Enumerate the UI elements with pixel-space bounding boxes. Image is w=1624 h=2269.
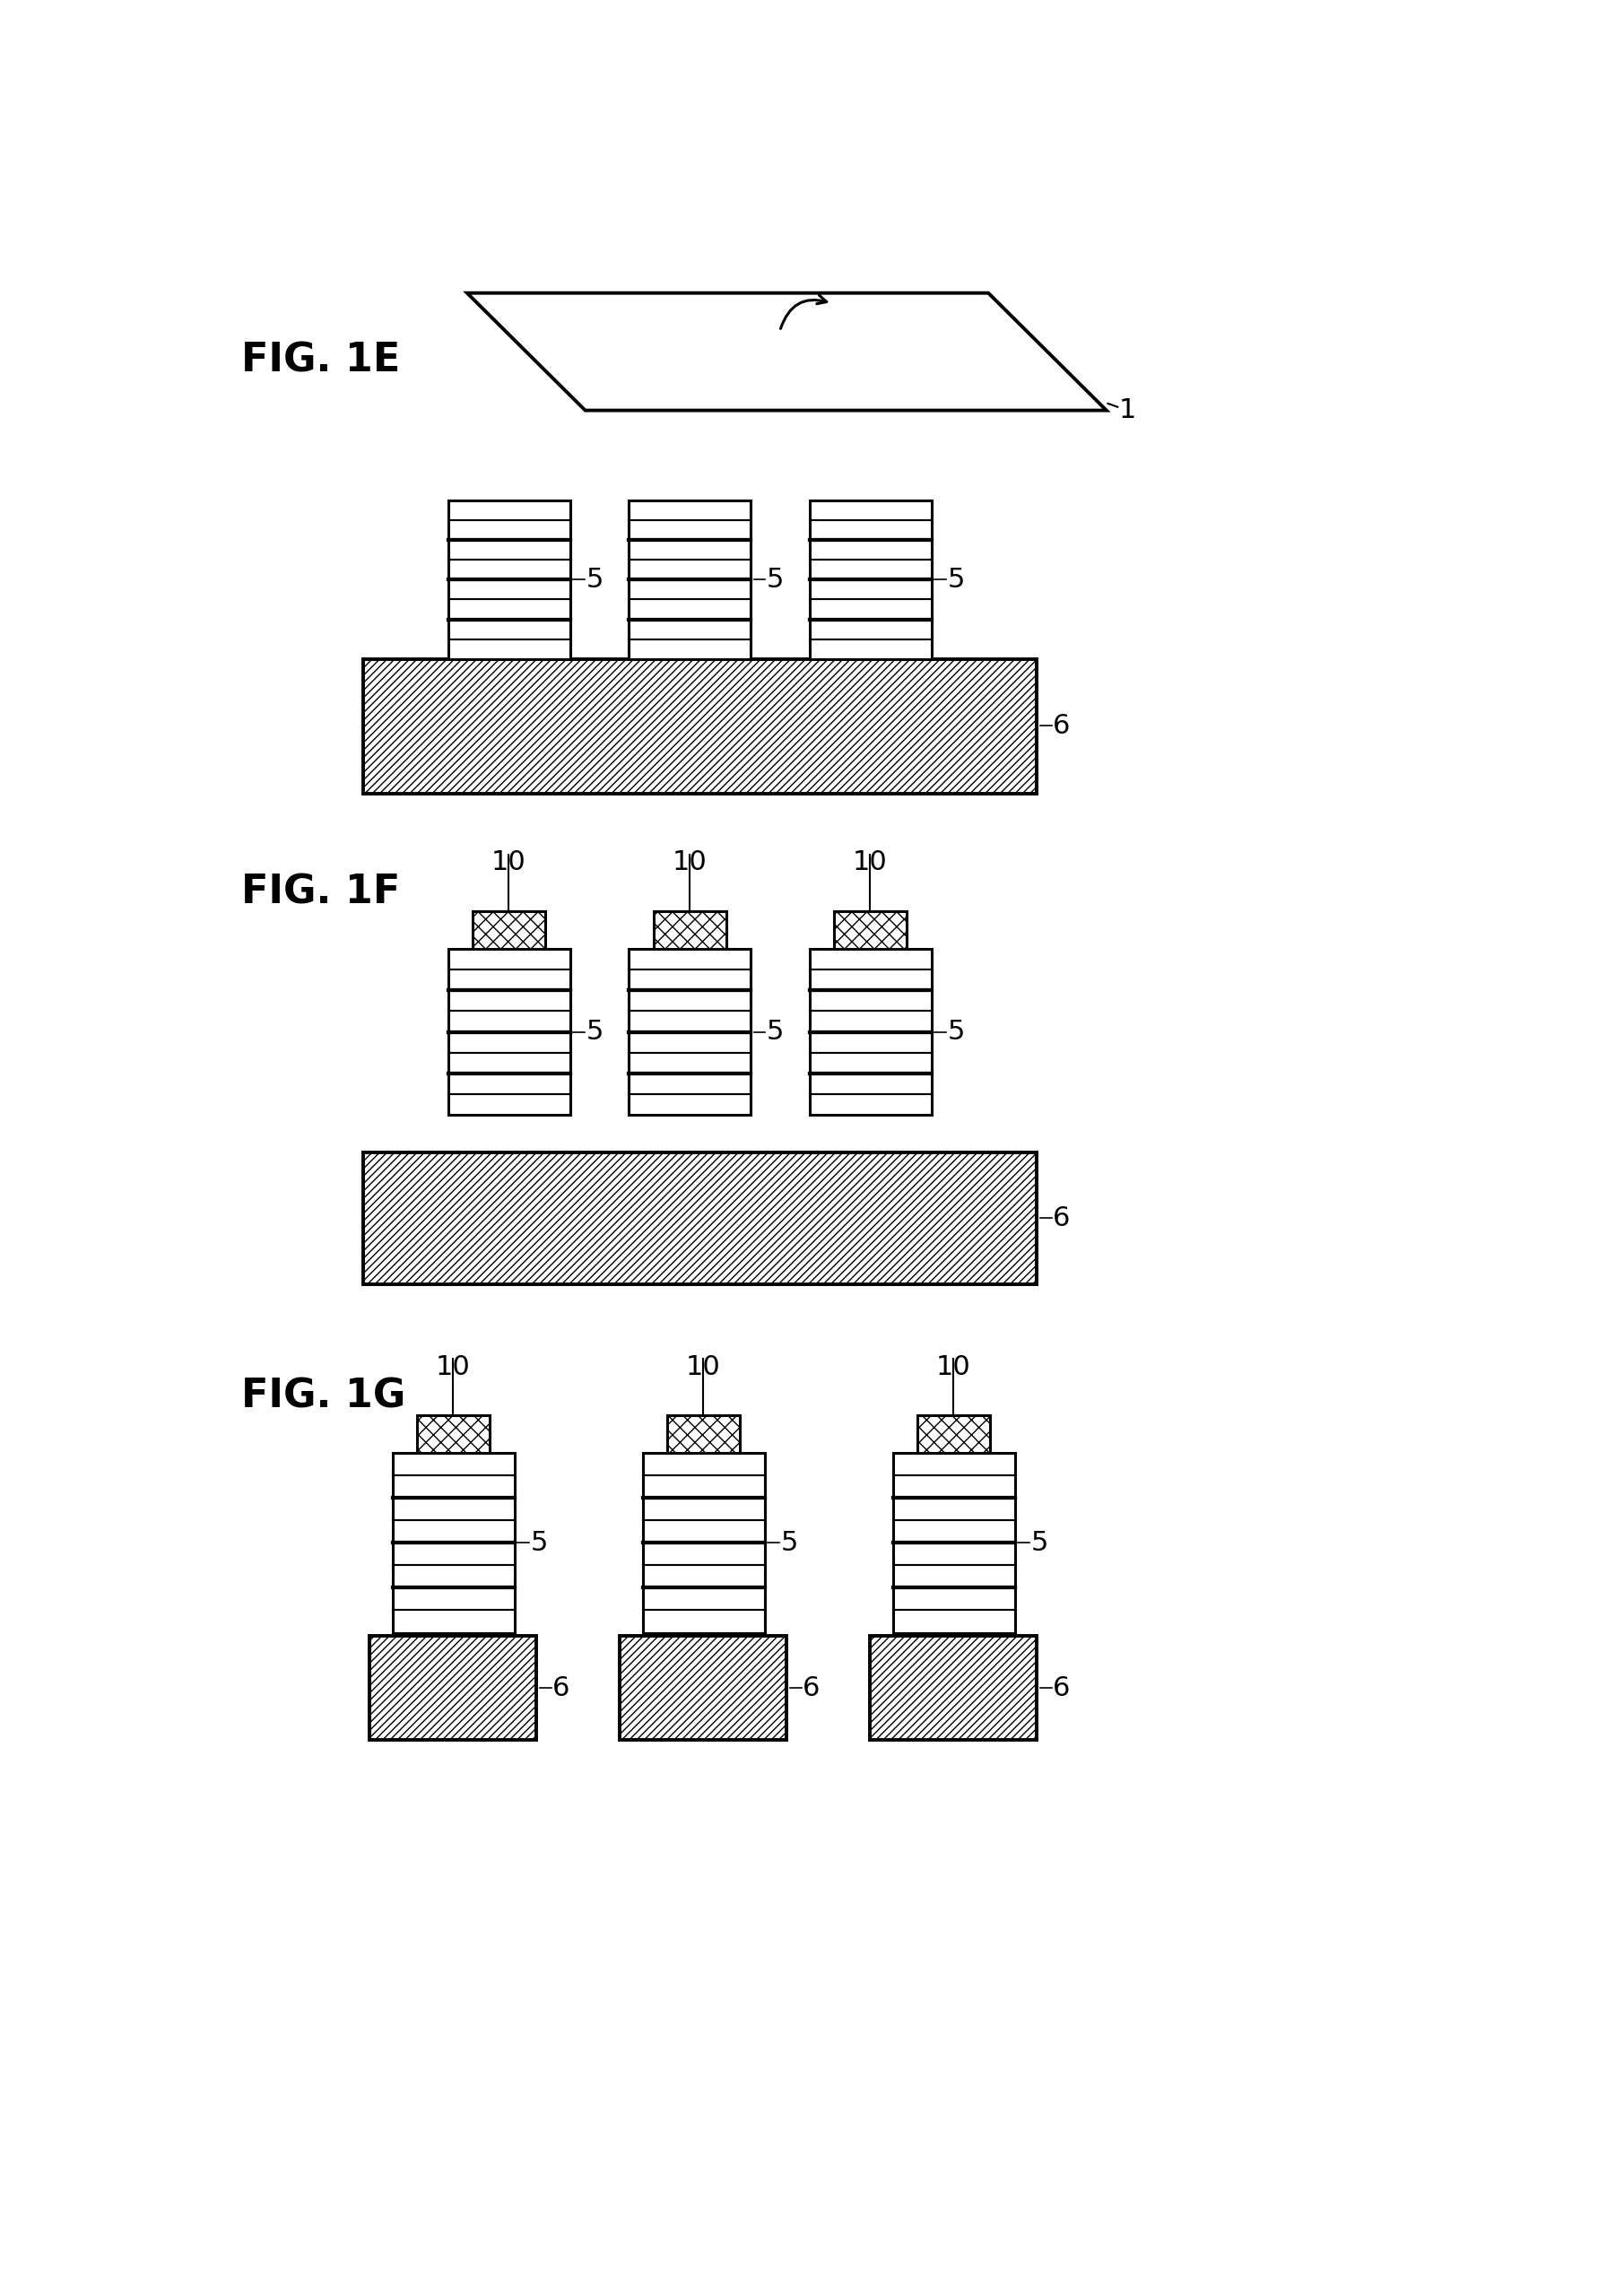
Text: 10: 10 (492, 849, 526, 876)
Text: 6: 6 (1052, 1205, 1070, 1232)
Bar (628, 948, 750, 1114)
Text: 10: 10 (853, 849, 888, 876)
Bar (918, 1416, 991, 1452)
Text: 5: 5 (586, 567, 603, 592)
Bar (643, 1452, 765, 1634)
Text: 1: 1 (1119, 397, 1137, 424)
Text: 6: 6 (1052, 712, 1070, 740)
Text: 6: 6 (1052, 1675, 1070, 1702)
Text: FIG. 1G: FIG. 1G (242, 1377, 406, 1416)
Bar (835, 912, 908, 948)
Bar (473, 912, 546, 948)
Text: 10: 10 (685, 1355, 721, 1380)
Text: 10: 10 (672, 849, 706, 876)
Bar (667, 1416, 741, 1452)
Bar (448, 948, 570, 1114)
Text: 6: 6 (552, 1675, 570, 1702)
Text: 5: 5 (781, 1529, 797, 1557)
Text: 5: 5 (1031, 1529, 1047, 1557)
Bar (893, 1452, 1015, 1634)
Bar (810, 948, 931, 1114)
Text: 5: 5 (947, 567, 965, 592)
Polygon shape (468, 293, 1106, 411)
Bar (362, 658, 1038, 794)
Text: 10: 10 (435, 1355, 471, 1380)
Bar (810, 499, 931, 658)
Text: 6: 6 (802, 1675, 820, 1702)
Text: 5: 5 (767, 567, 784, 592)
Text: 5: 5 (531, 1529, 547, 1557)
Text: 5: 5 (947, 1019, 965, 1046)
Bar (393, 1452, 515, 1634)
Bar (620, 1636, 786, 1740)
Bar (417, 1416, 490, 1452)
Bar (653, 912, 726, 948)
Bar (362, 1153, 1038, 1284)
Text: FIG. 1E: FIG. 1E (242, 340, 400, 379)
Bar (370, 1636, 536, 1740)
Bar (870, 1636, 1038, 1740)
Text: 5: 5 (767, 1019, 784, 1046)
Text: 10: 10 (935, 1355, 971, 1380)
Bar (448, 499, 570, 658)
Text: 5: 5 (586, 1019, 603, 1046)
Bar (628, 499, 750, 658)
Text: FIG. 1F: FIG. 1F (242, 874, 400, 912)
